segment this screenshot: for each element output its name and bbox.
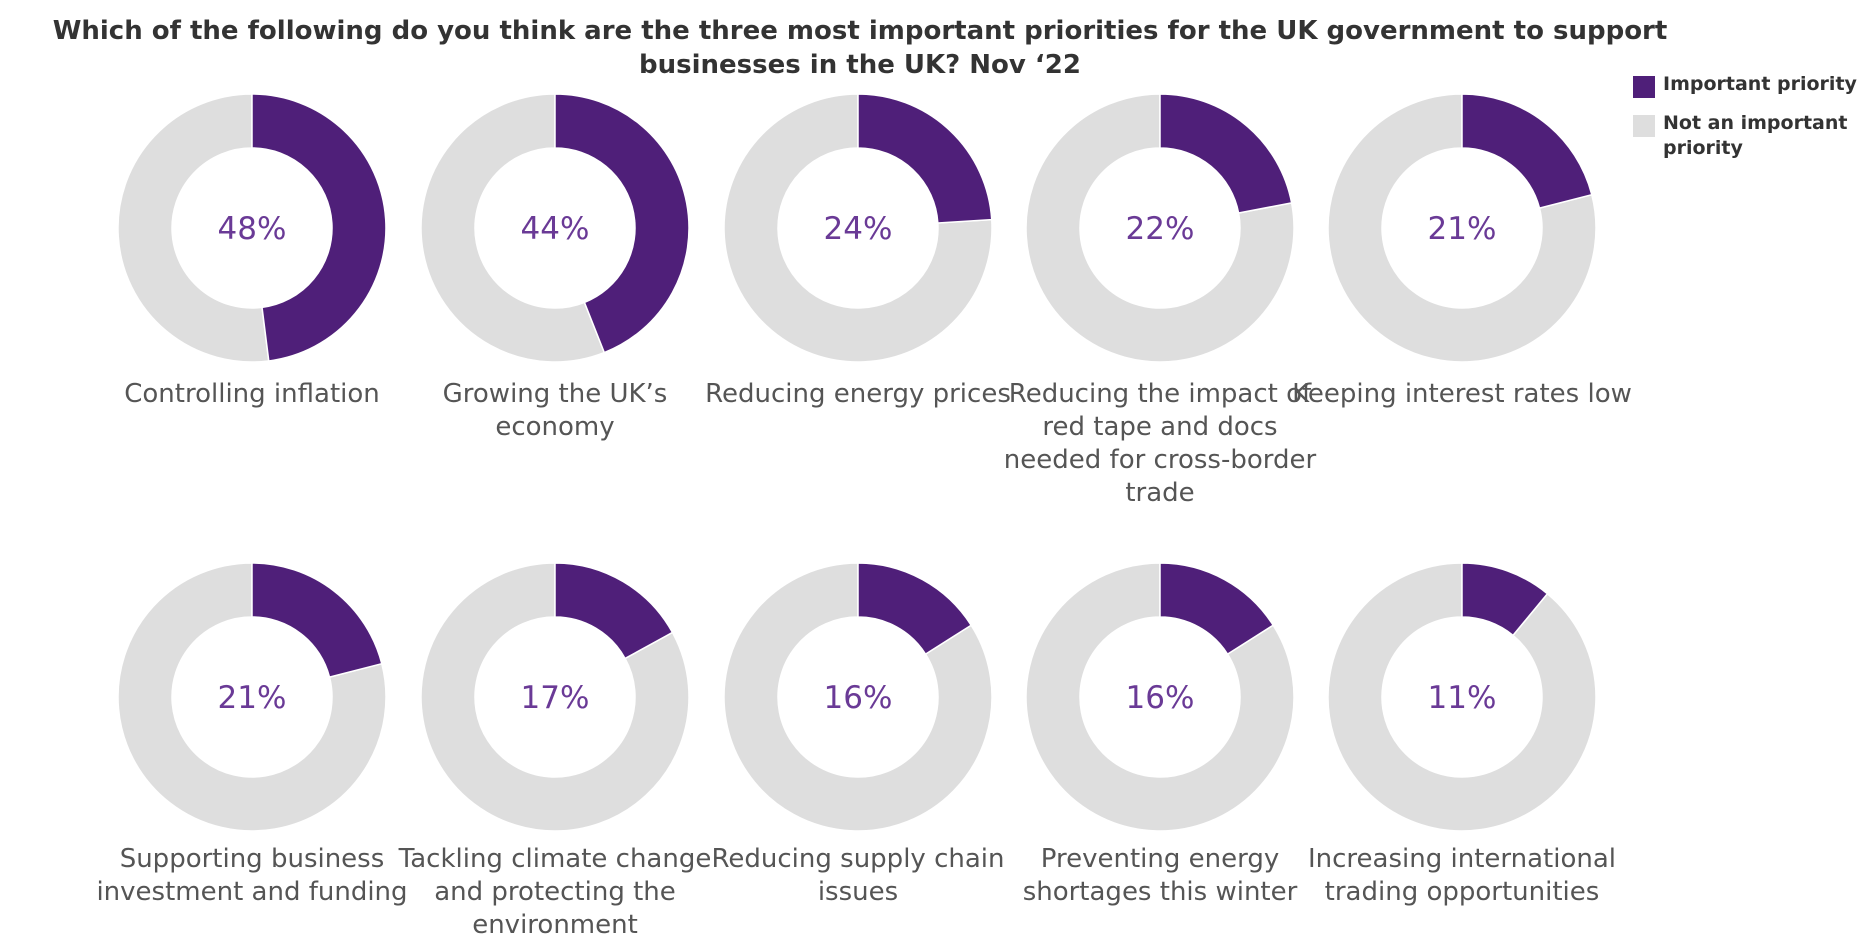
donut-keeping-interest-rates-low: 21%	[1327, 93, 1597, 363]
donut-controlling-inflation: 48%	[117, 93, 387, 363]
slice-important-tackling-climate-change-and-protecting-the-environment	[554, 562, 674, 660]
donut-value-growing-the-uk-s-economy: 44%	[521, 211, 590, 247]
donut-label-reducing-supply-chain-issues: Reducing supply chain issues	[711, 844, 1005, 907]
donut-value-controlling-inflation: 48%	[218, 211, 287, 247]
donut-label-increasing-international-trading-opportunities: Increasing international trading opportu…	[1307, 844, 1616, 907]
donut-label-controlling-inflation: Controlling inflation	[124, 379, 380, 409]
donut-value-reducing-energy-prices: 24%	[824, 211, 893, 247]
legend-swatch-not-important	[1633, 115, 1655, 137]
slice-important-growing-the-uk-s-economy	[554, 93, 690, 354]
slice-important-reducing-the-impact-of-red-tape-and-docs-needed-for-cross-border-trade	[1159, 93, 1293, 214]
slice-not-important-increasing-international-trading-opportunities	[1327, 562, 1597, 832]
slice-not-important-reducing-supply-chain-issues	[723, 562, 993, 832]
legend-label-not-important: Not an important priority	[1663, 112, 1848, 159]
slice-not-important-controlling-inflation	[117, 93, 270, 363]
slice-not-important-supporting-business-investment-and-funding	[117, 562, 387, 832]
donut-value-supporting-business-investment-and-funding: 21%	[218, 680, 287, 716]
donut-label-supporting-business-investment-and-funding: Supporting business investment and fundi…	[96, 844, 408, 907]
slice-important-increasing-international-trading-opportunities	[1461, 562, 1549, 637]
slice-important-controlling-inflation	[251, 93, 387, 362]
donut-label-reducing-the-impact-of-red-tape-and-docs-needed-for-cross-border-trade: Reducing the impact of red tape and docs…	[1003, 379, 1317, 508]
donut-value-preventing-energy-shortages-this-winter: 16%	[1126, 680, 1195, 716]
donut-preventing-energy-shortages-this-winter: 16%	[1025, 562, 1295, 832]
donut-value-reducing-the-impact-of-red-tape-and-docs-needed-for-cross-border-trade: 22%	[1126, 211, 1195, 247]
slice-important-supporting-business-investment-and-funding	[251, 562, 383, 679]
donut-growing-the-uk-s-economy: 44%	[420, 93, 690, 363]
donut-reducing-the-impact-of-red-tape-and-docs-needed-for-cross-border-trade: 22%	[1025, 93, 1295, 363]
donut-label-tackling-climate-change-and-protecting-the-environment: Tackling climate change and protecting t…	[398, 844, 712, 940]
donut-value-increasing-international-trading-opportunities: 11%	[1428, 680, 1497, 716]
donut-value-keeping-interest-rates-low: 21%	[1428, 211, 1497, 247]
slice-not-important-reducing-energy-prices	[723, 93, 993, 363]
donut-value-reducing-supply-chain-issues: 16%	[824, 680, 893, 716]
donut-label-reducing-energy-prices: Reducing energy prices	[705, 379, 1011, 409]
slice-not-important-preventing-energy-shortages-this-winter	[1025, 562, 1295, 832]
slice-not-important-tackling-climate-change-and-protecting-the-environment	[420, 562, 690, 832]
donut-label-keeping-interest-rates-low: Keeping interest rates low	[1292, 379, 1632, 409]
slice-not-important-growing-the-uk-s-economy	[420, 93, 606, 363]
donut-value-tackling-climate-change-and-protecting-the-environment: 17%	[521, 680, 590, 716]
donut-reducing-supply-chain-issues: 16%	[723, 562, 993, 832]
donut-tackling-climate-change-and-protecting-the-environment: 17%	[420, 562, 690, 832]
legend: Important priority Not an important prio…	[1633, 72, 1863, 175]
slice-important-reducing-supply-chain-issues	[857, 562, 973, 656]
slice-important-reducing-energy-prices	[857, 93, 993, 224]
donut-label-preventing-energy-shortages-this-winter: Preventing energy shortages this winter	[1022, 844, 1298, 907]
legend-swatch-important	[1633, 76, 1655, 98]
slice-important-preventing-energy-shortages-this-winter	[1159, 562, 1275, 656]
legend-item-important: Important priority	[1633, 72, 1863, 98]
slice-not-important-reducing-the-impact-of-red-tape-and-docs-needed-for-cross-border-trade	[1025, 93, 1295, 363]
donut-reducing-energy-prices: 24%	[723, 93, 993, 363]
slice-not-important-keeping-interest-rates-low	[1327, 93, 1597, 363]
donut-supporting-business-investment-and-funding: 21%	[117, 562, 387, 832]
legend-label-important: Important priority	[1663, 73, 1857, 95]
donut-label-growing-the-uk-s-economy: Growing the UK’s economy	[442, 379, 668, 442]
legend-item-not-important: Not an important priority	[1633, 111, 1863, 161]
slice-important-keeping-interest-rates-low	[1461, 93, 1593, 210]
donut-increasing-international-trading-opportunities: 11%	[1327, 562, 1597, 832]
chart-title: Which of the following do you think are …	[52, 16, 1668, 80]
